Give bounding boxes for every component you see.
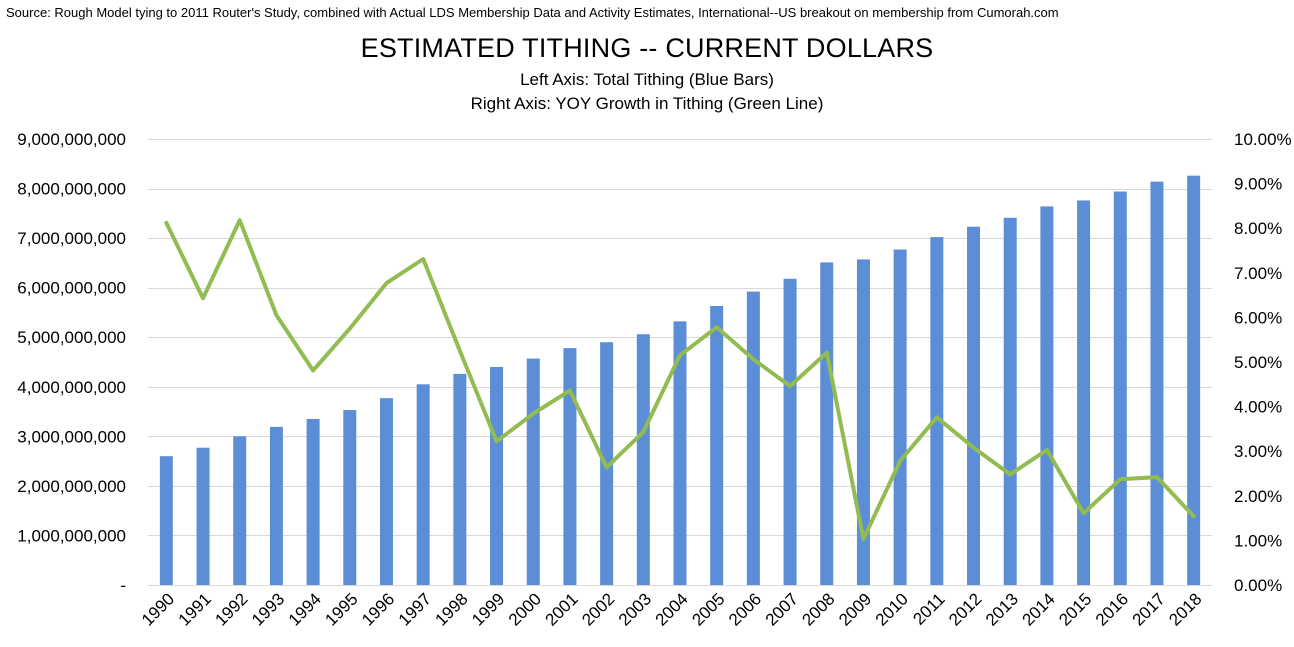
bar-2010 — [893, 249, 907, 585]
right-axis: 0.00% 1.00% 2.00% 3.00% 4.00% 5.00% 6.00% 7.00%… — [1234, 130, 1292, 595]
x-axis-tick-label: 1999 — [468, 589, 508, 629]
bar-2004 — [673, 321, 687, 585]
bar-2014 — [1040, 206, 1054, 585]
x-axis-tick-label: 2011 — [909, 589, 948, 628]
bar-series — [159, 175, 1201, 586]
right-axis-tick-label: 2.00% — [1234, 487, 1282, 506]
left-axis-tick-label: 9,000,000,000 — [17, 130, 126, 149]
left-axis-tick-label: - — [120, 576, 126, 595]
bar-2006 — [746, 291, 760, 585]
x-axis-tick-label: 2000 — [505, 589, 545, 629]
bar-1998 — [453, 373, 467, 585]
bar-2005 — [710, 306, 724, 585]
left-axis-tick-label: 5,000,000,000 — [17, 328, 126, 347]
x-axis-tick-label: 2001 — [542, 589, 582, 629]
left-axis-tick-label: 2,000,000,000 — [17, 477, 126, 496]
left-axis-tick-label: 4,000,000,000 — [17, 378, 126, 397]
x-axis-tick-label: 2004 — [652, 589, 692, 629]
x-axis-tick-label: 1998 — [432, 589, 472, 629]
x-axis-tick-label: 1992 — [211, 589, 251, 629]
right-axis-tick-label: 7.00% — [1234, 264, 1282, 283]
x-axis-tick-label: 2003 — [615, 589, 655, 629]
x-axis-tick-label: 2013 — [982, 589, 1022, 629]
bar-1992 — [233, 436, 247, 585]
bar-1999 — [490, 366, 504, 585]
x-axis-tick-label: 2012 — [945, 589, 985, 629]
bar-2007 — [783, 278, 797, 585]
source-note: Source: Rough Model tying to 2011 Router… — [6, 5, 1059, 20]
right-axis-tick-label: 4.00% — [1234, 398, 1282, 417]
left-axis-tick-label: 8,000,000,000 — [17, 180, 126, 199]
x-axis-tick-label: 1996 — [358, 589, 398, 629]
bar-1994 — [306, 418, 320, 585]
right-axis-tick-label: 3.00% — [1234, 442, 1282, 461]
x-axis-tick-label: 2002 — [578, 589, 618, 629]
x-axis: 1990199119921993199419951996199719981999… — [138, 585, 1212, 630]
bar-1990 — [159, 456, 173, 585]
bar-2016 — [1113, 191, 1127, 586]
x-axis-tick-label: 1994 — [285, 589, 325, 629]
bar-2018 — [1187, 175, 1201, 585]
bar-1993 — [269, 426, 283, 585]
x-axis-tick-label: 2007 — [762, 589, 802, 629]
right-axis-tick-label: 0.00% — [1234, 576, 1282, 595]
x-axis-tick-label: 2018 — [1165, 589, 1205, 629]
bar-2001 — [563, 348, 577, 585]
left-axis-tick-label: 7,000,000,000 — [17, 229, 126, 248]
bar-2003 — [636, 334, 650, 585]
x-axis-tick-label: 2014 — [1019, 589, 1059, 629]
x-axis-tick-label: 2016 — [1092, 589, 1132, 629]
x-axis-tick-label: 2006 — [725, 589, 765, 629]
line-series — [164, 218, 1196, 542]
x-axis-tick-label: 1993 — [248, 589, 288, 629]
x-axis-tick-label: 2017 — [1129, 589, 1169, 629]
x-axis-tick-label: 1995 — [321, 589, 361, 629]
x-axis-tick-label: 2005 — [688, 589, 728, 629]
left-axis-tick-label: 3,000,000,000 — [17, 427, 126, 446]
bar-2009 — [856, 259, 870, 585]
chart-title: ESTIMATED TITHING -- CURRENT DOLLARS — [360, 33, 934, 63]
bar-2013 — [1003, 217, 1017, 585]
left-axis-tick-label: 1,000,000,000 — [17, 526, 126, 545]
right-axis-tick-label: 6.00% — [1234, 308, 1282, 327]
bar-1996 — [379, 398, 393, 585]
right-axis-tick-label: 10.00% — [1234, 130, 1292, 149]
bar-2008 — [820, 262, 834, 585]
right-axis-tick-label: 9.00% — [1234, 175, 1282, 194]
x-axis-tick-label: 2008 — [798, 589, 838, 629]
x-axis-tick-label: 1997 — [395, 589, 435, 629]
bar-2012 — [967, 226, 981, 586]
x-axis-tick-label: 1991 — [175, 589, 215, 629]
right-axis-tick-label: 8.00% — [1234, 219, 1282, 238]
bar-2011 — [930, 237, 944, 585]
bar-1995 — [343, 410, 357, 585]
x-axis-tick-label: 2015 — [1055, 589, 1095, 629]
bar-1997 — [416, 384, 430, 585]
right-axis-tick-label: 5.00% — [1234, 353, 1282, 372]
x-axis-tick-label: 2009 — [835, 589, 875, 629]
left-axis: - 1,000,000,000 2,000,000,000 3,000,000,000… — [17, 130, 126, 595]
bar-2015 — [1077, 200, 1091, 585]
x-axis-tick-label: 2010 — [872, 589, 912, 629]
left-axis-tick-label: 6,000,000,000 — [17, 279, 126, 298]
right-axis-tick-label: 1.00% — [1234, 531, 1282, 550]
bar-2000 — [526, 358, 540, 585]
chart-subtitle-right-axis: Right Axis: YOY Growth in Tithing (Green… — [470, 94, 824, 113]
bar-2017 — [1150, 181, 1164, 585]
chart-subtitle-left-axis: Left Axis: Total Tithing (Blue Bars) — [520, 70, 774, 89]
bar-1991 — [196, 447, 210, 585]
x-axis-tick-label: 1990 — [138, 589, 178, 629]
growth-line — [164, 218, 1196, 542]
